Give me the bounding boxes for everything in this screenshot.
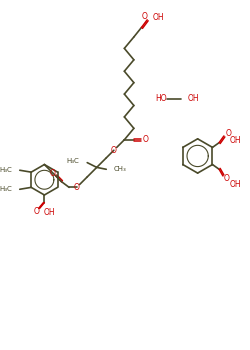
Text: HO: HO [156, 94, 167, 103]
Text: O: O [142, 135, 148, 144]
Text: H₃C: H₃C [0, 186, 12, 192]
Text: OH: OH [188, 94, 200, 103]
Text: H₃C: H₃C [67, 158, 80, 164]
Text: O: O [50, 169, 56, 177]
Text: O: O [34, 206, 40, 216]
Text: O: O [111, 146, 117, 155]
Text: OH: OH [230, 136, 241, 145]
Text: OH: OH [43, 208, 55, 217]
Text: CH₃: CH₃ [114, 166, 126, 172]
Text: O: O [142, 13, 147, 21]
Text: OH: OH [230, 180, 241, 189]
Text: O: O [226, 128, 232, 138]
Text: OH: OH [153, 13, 164, 22]
Text: O: O [74, 183, 80, 192]
Text: O: O [224, 174, 230, 183]
Text: H₃C: H₃C [0, 167, 12, 173]
